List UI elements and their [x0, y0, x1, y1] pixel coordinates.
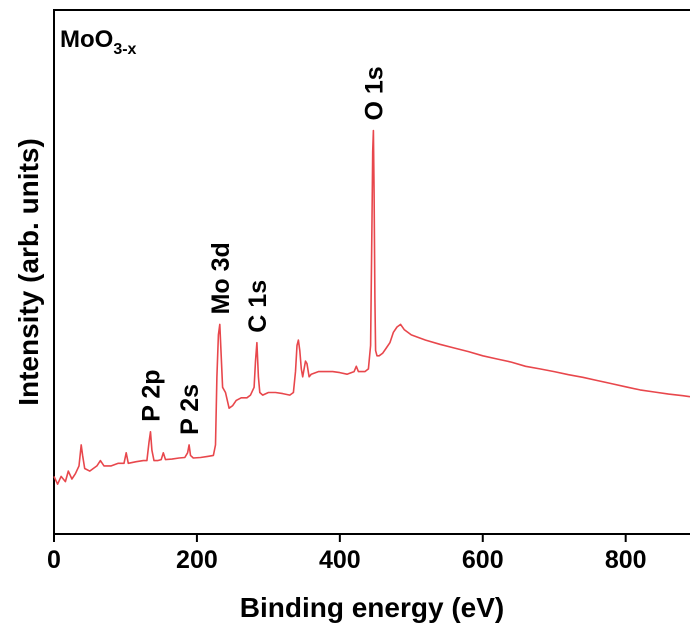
peak-label-o-1s: O 1s — [360, 66, 388, 120]
x-axis-title: Binding energy (eV) — [240, 592, 504, 623]
peak-labels: P 2p P 2s Mo 3d C 1s O 1s — [138, 66, 389, 435]
x-tick-label-400: 400 — [319, 546, 361, 574]
plot-frame — [53, 9, 690, 535]
peak-label-p-2p: P 2p — [138, 369, 166, 421]
x-axis-tick-labels: 0 200 400 600 800 — [47, 546, 646, 574]
peak-label-mo-3d: Mo 3d — [207, 242, 235, 314]
x-tick-label-600: 600 — [462, 546, 504, 574]
peak-label-p-2s: P 2s — [176, 384, 204, 435]
y-axis-title: Intensity (arb. units) — [13, 138, 44, 406]
x-tick-label-0: 0 — [47, 546, 61, 574]
sample-label: MoO3-x — [60, 26, 137, 58]
x-tick-label-800: 800 — [605, 546, 647, 574]
spectrum-line — [53, 129, 690, 485]
x-axis-ticks — [53, 534, 627, 542]
x-tick-label-200: 200 — [176, 546, 218, 574]
peak-label-c-1s: C 1s — [244, 280, 272, 333]
